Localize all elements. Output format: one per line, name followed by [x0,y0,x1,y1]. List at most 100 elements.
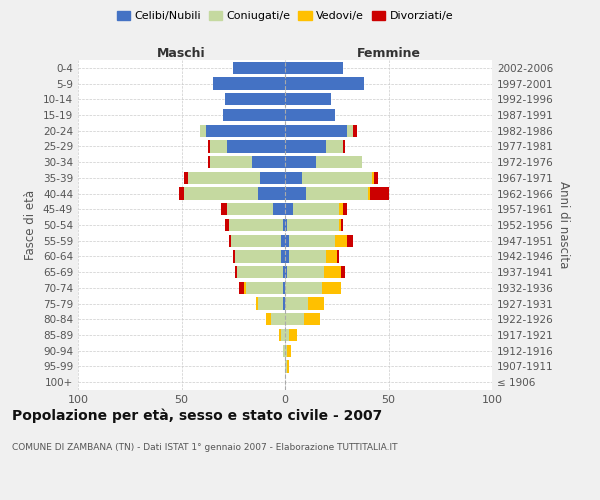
Bar [326,140,343,152]
Bar [285,172,302,184]
Bar [271,313,285,326]
Bar [208,140,211,152]
Bar [285,234,289,247]
Bar [285,329,289,341]
Bar [223,109,285,121]
Bar [285,62,343,74]
Bar [343,203,347,215]
Bar [285,344,287,357]
Bar [235,250,281,262]
Bar [285,313,304,326]
Bar [221,203,227,215]
Bar [347,234,353,247]
Bar [285,188,306,200]
Text: Popolazione per età, sesso e stato civile - 2007: Popolazione per età, sesso e stato civil… [12,408,382,423]
Bar [285,360,287,372]
Bar [211,156,252,168]
Bar [287,219,339,231]
Bar [289,250,326,262]
Bar [289,329,298,341]
Bar [211,140,227,152]
Bar [285,219,287,231]
Bar [343,140,345,152]
Bar [272,203,285,215]
Bar [266,313,271,326]
Bar [244,282,245,294]
Text: Maschi: Maschi [157,47,206,60]
Bar [285,266,287,278]
Bar [208,156,211,168]
Bar [341,266,345,278]
Bar [225,93,285,106]
Bar [281,234,285,247]
Bar [368,188,370,200]
Bar [281,250,285,262]
Bar [283,219,285,231]
Bar [306,188,368,200]
Bar [293,203,339,215]
Bar [179,188,184,200]
Bar [285,140,326,152]
Bar [289,234,335,247]
Bar [252,156,285,168]
Y-axis label: Anni di nascita: Anni di nascita [557,182,570,268]
Text: COMUNE DI ZAMBANA (TN) - Dati ISTAT 1° gennaio 2007 - Elaborazione TUTTITALIA.IT: COMUNE DI ZAMBANA (TN) - Dati ISTAT 1° g… [12,443,398,452]
Bar [200,124,206,137]
Bar [337,250,339,262]
Bar [235,266,238,278]
Bar [285,124,347,137]
Bar [233,250,235,262]
Bar [285,93,331,106]
Bar [258,298,283,310]
Bar [245,282,283,294]
Bar [260,172,285,184]
Bar [287,266,325,278]
Bar [353,124,358,137]
Bar [233,62,285,74]
Bar [283,344,285,357]
Bar [339,219,341,231]
Bar [188,172,260,184]
Bar [227,203,272,215]
Bar [341,219,343,231]
Bar [287,344,291,357]
Bar [308,298,325,310]
Bar [285,109,335,121]
Bar [279,329,281,341]
Bar [281,329,285,341]
Bar [184,188,258,200]
Bar [347,124,353,137]
Bar [374,172,378,184]
Bar [206,124,285,137]
Bar [302,172,372,184]
Bar [212,78,285,90]
Bar [285,78,364,90]
Text: Femmine: Femmine [356,47,421,60]
Bar [184,172,188,184]
Bar [285,250,289,262]
Bar [372,172,374,184]
Bar [229,219,283,231]
Bar [370,188,389,200]
Y-axis label: Fasce di età: Fasce di età [25,190,37,260]
Bar [258,188,285,200]
Bar [285,282,322,294]
Bar [322,282,341,294]
Bar [239,282,244,294]
Bar [316,156,362,168]
Bar [229,234,231,247]
Bar [285,203,293,215]
Bar [285,298,308,310]
Bar [304,313,320,326]
Bar [231,234,281,247]
Bar [238,266,283,278]
Bar [339,203,343,215]
Bar [326,250,337,262]
Bar [287,360,289,372]
Bar [285,156,316,168]
Legend: Celibi/Nubili, Coniugati/e, Vedovi/e, Divorziati/e: Celibi/Nubili, Coniugati/e, Vedovi/e, Di… [112,6,458,25]
Bar [227,140,285,152]
Bar [283,298,285,310]
Bar [325,266,341,278]
Bar [283,282,285,294]
